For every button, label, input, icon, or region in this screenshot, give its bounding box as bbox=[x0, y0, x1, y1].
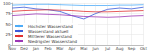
svg-text:Mär: Mär bbox=[56, 46, 64, 51]
svg-text:Dez: Dez bbox=[20, 46, 28, 51]
svg-text:Sep: Sep bbox=[128, 46, 136, 51]
svg-text:Wasserstand aktuell: Wasserstand aktuell bbox=[28, 28, 69, 34]
svg-text:Jul: Jul bbox=[104, 46, 110, 51]
svg-text:75: 75 bbox=[6, 11, 12, 16]
svg-text:25: 25 bbox=[6, 32, 12, 37]
svg-text:50: 50 bbox=[6, 22, 12, 27]
svg-text:Apr: Apr bbox=[68, 46, 75, 51]
svg-text:Feb: Feb bbox=[44, 46, 52, 51]
svg-text:Niedrigster Wasserstand: Niedrigster Wasserstand bbox=[28, 39, 77, 44]
svg-text:100: 100 bbox=[3, 1, 11, 6]
svg-text:0: 0 bbox=[8, 42, 11, 48]
svg-text:Jan: Jan bbox=[32, 46, 40, 51]
svg-text:Mai: Mai bbox=[80, 46, 87, 51]
svg-text:Aug: Aug bbox=[116, 46, 124, 51]
svg-text:Jun: Jun bbox=[92, 46, 100, 51]
svg-text:Okt: Okt bbox=[140, 46, 147, 51]
svg-text:Mittlerer Wasserstand: Mittlerer Wasserstand bbox=[28, 33, 72, 39]
svg-text:Nov: Nov bbox=[8, 46, 16, 51]
svg-text:Höchster Wasserstand: Höchster Wasserstand bbox=[28, 23, 73, 29]
